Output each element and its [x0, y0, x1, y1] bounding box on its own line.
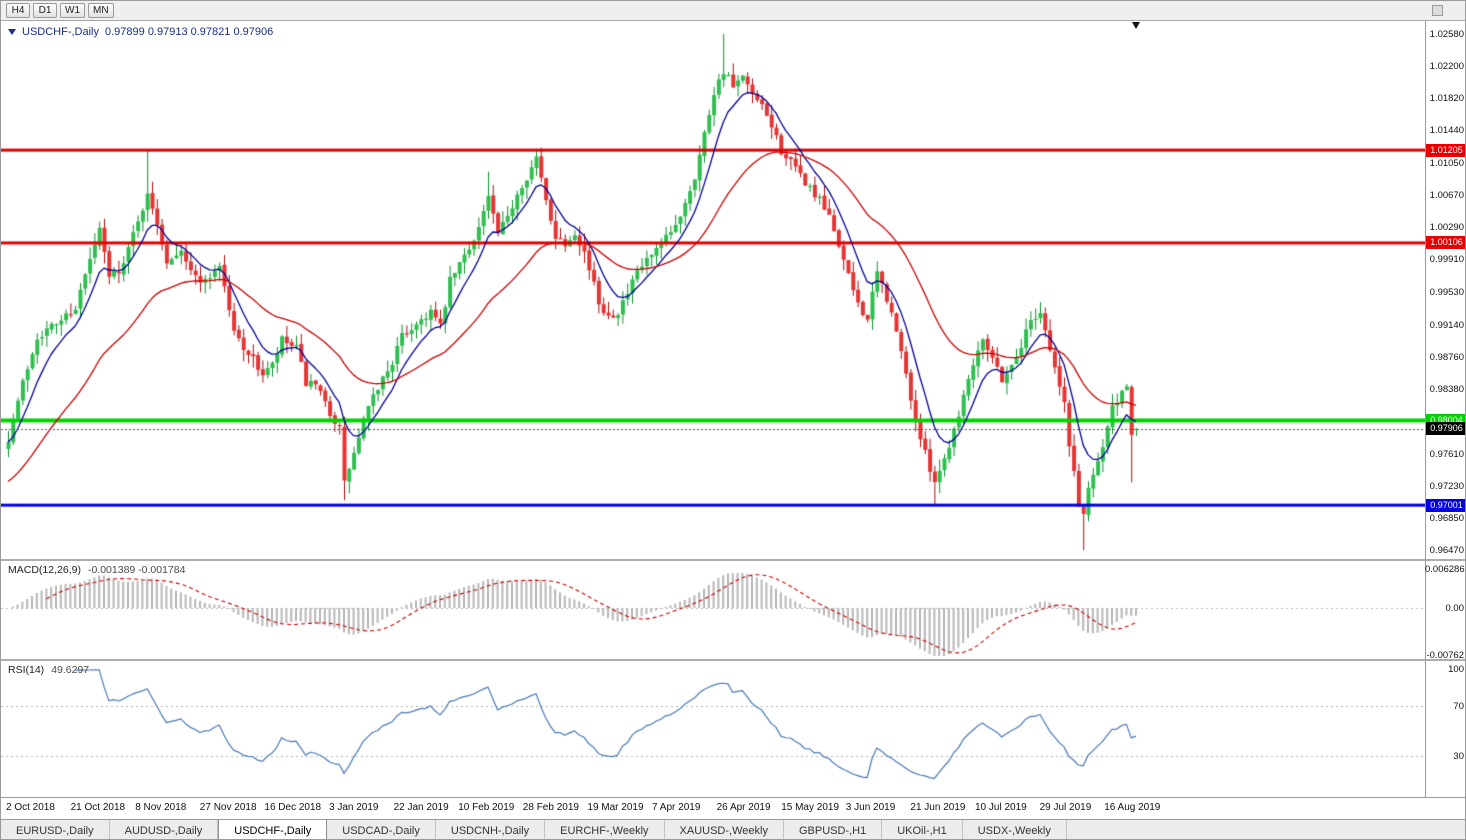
date-axis-label: 26 Apr 2019: [716, 802, 771, 813]
chart-tab-usdx[interactable]: USDX-,Weekly: [963, 820, 1067, 839]
price-axis-label: 0.96470: [1429, 545, 1464, 556]
level-price-badge: 0.97001: [1426, 498, 1465, 512]
price-axis-label: 0.99530: [1429, 286, 1464, 298]
timeframe-button-group: H4 D1 W1 MN: [6, 3, 114, 18]
date-axis-label: 19 Mar 2019: [587, 802, 644, 813]
chart-tab-audusd[interactable]: AUDUSD-,Daily: [110, 820, 219, 839]
price-axis-label: 1.02580: [1429, 29, 1464, 40]
price-axis-label: 0.99910: [1429, 254, 1464, 266]
chart-tab-xauusd[interactable]: XAUUSD-,Weekly: [665, 820, 784, 839]
price-axis-label: 0.98760: [1429, 351, 1464, 363]
date-axis-label: 22 Jan 2019: [393, 802, 449, 813]
macd-axis-label: 0.006286: [1425, 564, 1465, 576]
date-axis-label: 28 Feb 2019: [522, 802, 579, 813]
chart-tab-usdchf[interactable]: USDCHF-,Daily: [218, 820, 328, 839]
price-axis-label: 1.00290: [1429, 222, 1464, 234]
chart-shift-marker-icon[interactable]: [1132, 22, 1140, 29]
price-axis-label: 1.00670: [1429, 190, 1464, 202]
macd-axis-label: -0.00762: [1426, 650, 1464, 662]
date-axis-label: 27 Nov 2018: [199, 802, 257, 813]
price-axis-label: 1.01050: [1429, 158, 1464, 170]
date-axis-label: 16 Aug 2019: [1104, 802, 1161, 813]
rsi-axis-label: 70: [1453, 701, 1464, 713]
price-axis-label: 0.96850: [1429, 512, 1464, 524]
timeframe-toolbar: H4 D1 W1 MN: [1, 1, 1465, 21]
timeframe-button-w1[interactable]: W1: [60, 3, 85, 18]
timeframe-button-h4[interactable]: H4: [6, 3, 30, 18]
price-axis-label: 0.97230: [1429, 480, 1464, 492]
date-axis-label: 10 Feb 2019: [458, 802, 515, 813]
date-axis-label: 8 Nov 2018: [135, 802, 187, 813]
window-button[interactable]: [1432, 5, 1443, 16]
level-price-badge: 1.00106: [1426, 236, 1465, 250]
current-price-badge: 0.97906: [1426, 422, 1465, 436]
date-axis-label: 15 May 2019: [781, 802, 840, 813]
rsi-canvas[interactable]: [1, 661, 1425, 797]
rsi-panel-divider[interactable]: [1, 659, 1465, 661]
level-price-badge: 1.01205: [1426, 143, 1465, 157]
date-axis-label: 2 Oct 2018: [6, 802, 55, 813]
rsi-axis-label: 100: [1448, 664, 1464, 675]
macd-panel-divider[interactable]: [1, 559, 1465, 561]
date-axis-label: 21 Jun 2019: [910, 802, 966, 813]
rsi-axis-label: 30: [1453, 750, 1464, 762]
timeframe-button-d1[interactable]: D1: [33, 3, 57, 18]
macd-axis-label: 0.00: [1445, 603, 1465, 614]
date-axis-border: [1, 797, 1465, 798]
main-chart-canvas[interactable]: [1, 21, 1425, 559]
price-axis-label: 0.97610: [1429, 448, 1464, 460]
price-axis-label: 0.99140: [1429, 319, 1464, 331]
date-axis-label: 16 Dec 2018: [264, 802, 322, 813]
price-axis-label: 1.01440: [1429, 125, 1464, 137]
timeframe-button-mn[interactable]: MN: [88, 3, 114, 18]
chart-tab-bar: EURUSD-,Daily AUDUSD-,Daily USDCHF-,Daily U…: [1, 819, 1465, 839]
chart-tab-usdcad[interactable]: USDCAD-,Daily: [327, 820, 436, 839]
date-axis-label: 3 Jun 2019: [845, 802, 896, 813]
date-axis-label: 3 Jan 2019: [329, 802, 379, 813]
date-axis-label: 21 Oct 2018: [70, 802, 126, 813]
date-axis-label: 10 Jul 2019: [975, 802, 1027, 813]
price-axis-label: 1.02200: [1429, 61, 1464, 73]
date-axis-label: 7 Apr 2019: [652, 802, 701, 813]
chart-tab-eurchf[interactable]: EURCHF-,Weekly: [545, 820, 665, 839]
chart-tab-usdcnh[interactable]: USDCNH-,Daily: [436, 820, 546, 839]
macd-canvas[interactable]: [1, 561, 1425, 659]
price-axis-label: 0.98380: [1429, 383, 1464, 395]
date-axis-label: 29 Jul 2019: [1039, 802, 1092, 813]
price-axis-border: [1425, 21, 1426, 797]
chart-tab-eurusd[interactable]: EURUSD-,Daily: [1, 820, 110, 839]
chart-tab-ukoil[interactable]: UKOil-,H1: [882, 820, 963, 839]
price-axis-label: 1.01820: [1429, 93, 1464, 105]
chart-tab-gbpusd[interactable]: GBPUSD-,H1: [784, 820, 883, 839]
